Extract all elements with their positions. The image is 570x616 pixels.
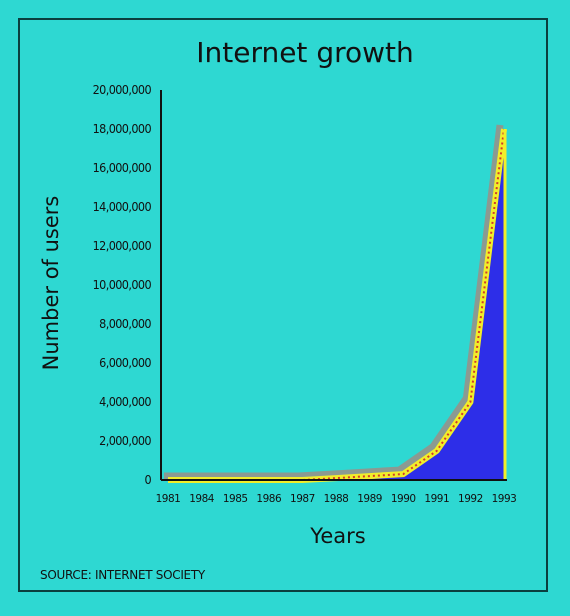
x-tick-label: 1988 [324,493,349,505]
y-tick-label: 4,000,000 [99,394,151,409]
y-tick-label: 18,000,000 [93,121,152,136]
y-axis-title: Number of users [39,196,63,371]
y-tick-label: 16,000,000 [93,160,152,175]
x-tick-label: 1985 [223,493,248,505]
area-outline-shadow [164,124,504,480]
x-axis-ticks: 1981 1984 1985 1986 1987 1988 1989 1990 1991 1992… [156,493,517,505]
chart-frame [18,18,548,592]
y-tick-label: 8,000,000 [99,316,151,331]
x-tick-label: 1993 [492,493,517,505]
y-tick-label: 12,000,000 [93,238,152,253]
x-tick-label: 1991 [424,493,449,505]
y-tick-label: 2,000,000 [99,433,151,448]
y-tick-label: 10,000,000 [93,277,152,292]
plot-area [160,90,507,483]
chart-title: Internet growth [196,36,414,69]
x-axis-title: Years [309,524,365,548]
area-fill [168,129,504,480]
x-tick-label: 1987 [290,493,315,505]
y-tick-label: 0 [144,472,151,487]
x-tick-label: 1981 [156,493,181,505]
x-tick-label: 1990 [391,493,416,505]
area-outline-dots [168,128,505,481]
source-note: SOURCE: INTERNET SOCIETY [40,568,206,582]
y-tick-label: 6,000,000 [99,355,151,370]
x-tick-label: 1984 [189,493,215,505]
x-tick-label: 1986 [256,493,282,505]
x-tick-label: 1989 [357,493,382,505]
y-tick-label: 14,000,000 [93,199,152,214]
y-axis-ticks: 0 2,000,000 4,000,000 6,000,000 8,000,000 10,… [93,82,152,487]
x-tick-label: 1992 [458,493,483,505]
y-tick-label: 20,000,000 [93,82,152,97]
